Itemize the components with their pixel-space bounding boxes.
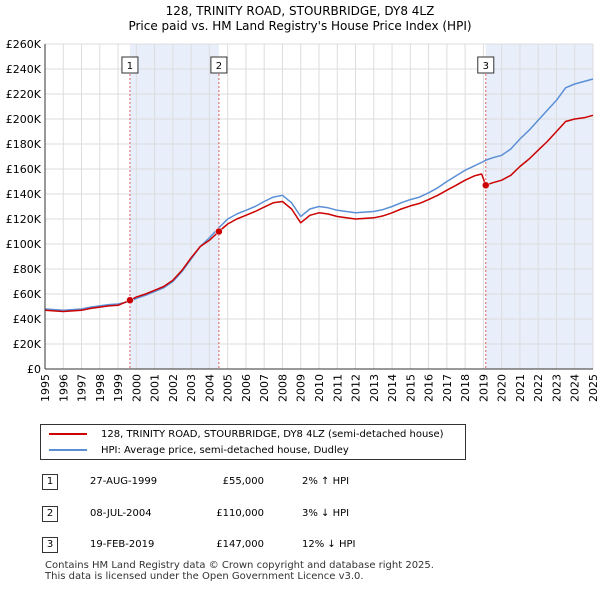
x-tick-label: 2011	[331, 374, 344, 402]
chart-title: 128, TRINITY ROAD, STOURBRIDGE, DY8 4LZ …	[0, 4, 600, 34]
y-tick-label: £0	[27, 363, 41, 376]
sale-label-box	[210, 56, 228, 74]
x-tick-label: 2008	[276, 374, 289, 402]
legend-swatch-property	[49, 433, 87, 435]
x-tick-label: 2023	[550, 374, 563, 402]
y-tick-label: £100K	[6, 238, 42, 251]
x-tick-label: 2015	[404, 374, 417, 402]
x-tick-label: 2019	[477, 374, 490, 402]
y-tick-label: £160K	[6, 163, 42, 176]
sale-number-badge: 1	[42, 474, 58, 490]
y-tick-label: £180K	[6, 138, 42, 151]
table-row: 2 08-JUL-2004 £110,000 3% ↓ HPI	[40, 506, 440, 522]
legend-label-property: 128, TRINITY ROAD, STOURBRIDGE, DY8 4LZ …	[101, 429, 444, 440]
x-tick-label: 2009	[295, 374, 308, 402]
chart-title-line2: Price paid vs. HM Land Registry's House …	[128, 19, 472, 33]
chart-canvas: 1 2 3 £0 £20K £40K £60K £80K £100K £120K £140K £160…	[6, 38, 600, 402]
sale-date: 19-FEB-2019	[90, 539, 155, 550]
x-tick-label: 2012	[350, 374, 363, 402]
x-tick-label: 2007	[258, 374, 271, 402]
sale-label-box	[477, 56, 495, 74]
sale-price: £110,000	[216, 508, 264, 519]
sale-hpi-diff: 3% ↓ HPI	[302, 508, 350, 519]
x-tick-label: 1998	[94, 374, 107, 402]
y-tick-label: £80K	[13, 263, 42, 276]
x-tick-label: 1996	[57, 374, 70, 402]
table-row: 1 27-AUG-1999 £55,000 2% ↑ HPI	[40, 474, 440, 490]
legend-swatch-hpi	[49, 449, 87, 451]
x-tick-label: 2002	[167, 374, 180, 402]
footer-line1: Contains HM Land Registry data © Crown c…	[45, 560, 434, 571]
sale-price: £55,000	[222, 476, 264, 487]
sale-hpi-diff: 12% ↓ HPI	[302, 539, 356, 550]
y-tick-label: £220K	[6, 88, 42, 101]
x-tick-label: 1999	[112, 374, 125, 402]
sale-point	[215, 227, 223, 236]
x-tick-label: 2014	[386, 374, 399, 402]
sale-label: 3	[483, 61, 489, 72]
x-tick-label: 2020	[496, 374, 509, 402]
x-tick-label: 2000	[130, 374, 143, 402]
sale-label: 1	[127, 61, 133, 72]
hpi-series-line	[44, 78, 594, 312]
sale-number-badge: 2	[42, 506, 58, 522]
x-tick-label: 2022	[532, 374, 545, 402]
chart-title-line1: 128, TRINITY ROAD, STOURBRIDGE, DY8 4LZ	[165, 4, 435, 18]
y-tick-label: £60K	[13, 288, 42, 301]
x-tick-label: 2021	[514, 374, 527, 402]
sale-label-box	[121, 56, 139, 74]
shaded-range	[129, 44, 219, 369]
y-tick-label: £240K	[6, 63, 42, 76]
x-tick-label: 2018	[459, 374, 472, 402]
x-tick-label: 2010	[313, 374, 326, 402]
legend: 128, TRINITY ROAD, STOURBRIDGE, DY8 4LZ …	[40, 424, 466, 460]
sale-hpi-diff: 2% ↑ HPI	[302, 476, 350, 487]
x-tick-label: 2013	[368, 374, 381, 402]
sale-date: 27-AUG-1999	[90, 476, 158, 487]
y-tick-label: £40K	[13, 313, 42, 326]
sale-date: 08-JUL-2004	[90, 508, 152, 519]
x-tick-label: 2025	[587, 374, 600, 402]
x-tick-label: 1995	[39, 374, 52, 402]
sale-point	[482, 181, 490, 189]
y-tick-label: £200K	[6, 113, 42, 126]
table-row: 3 19-FEB-2019 £147,000 12% ↓ HPI	[40, 537, 440, 553]
x-tick-label: 2006	[240, 374, 253, 402]
x-tick-label: 2016	[423, 374, 436, 402]
y-tick-label: £260K	[6, 38, 42, 51]
legend-label-hpi: HPI: Average price, semi-detached house,…	[101, 445, 349, 456]
x-tick-label: 1997	[76, 374, 89, 402]
x-tick-label: 2017	[441, 374, 454, 402]
y-tick-label: £120K	[6, 213, 42, 226]
x-tick-label: 2024	[569, 374, 582, 402]
footer-line2: This data is licensed under the Open Gov…	[45, 571, 364, 582]
x-tick-label: 2001	[149, 374, 162, 402]
x-tick-label: 2003	[185, 374, 198, 402]
legend-item-hpi: HPI: Average price, semi-detached house,…	[49, 443, 349, 459]
legend-item-property: 128, TRINITY ROAD, STOURBRIDGE, DY8 4LZ …	[49, 427, 444, 443]
sale-label: 2	[216, 61, 222, 72]
y-tick-label: £140K	[6, 188, 42, 201]
sale-price: £147,000	[216, 539, 264, 550]
footer-note: Contains HM Land Registry data © Crown c…	[45, 560, 434, 582]
property-series-line	[44, 114, 594, 313]
sale-number-badge: 3	[42, 537, 58, 553]
y-tick-label: £20K	[13, 338, 42, 351]
x-tick-label: 2005	[222, 374, 235, 402]
x-tick-label: 2004	[203, 374, 216, 402]
sale-point	[126, 296, 134, 304]
